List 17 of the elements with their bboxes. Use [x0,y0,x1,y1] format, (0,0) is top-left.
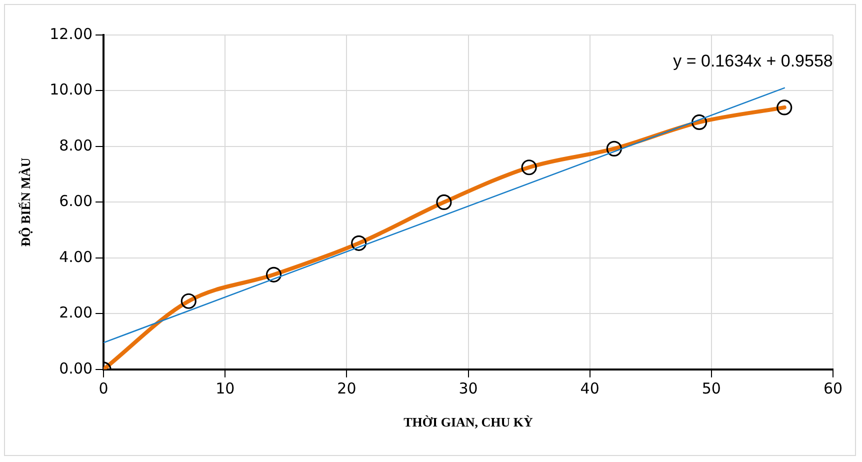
y-axis-title: ĐỘ BIẾN MÀU [18,157,34,247]
y-tick-label: 8.00 [59,136,93,154]
y-tick-label: 2.00 [59,304,93,322]
x-tick-label: 30 [458,379,478,398]
y-tick-label: 4.00 [59,248,93,266]
x-tick-label: 0 [98,379,108,398]
x-tick-label: 20 [337,379,356,398]
x-tick-label: 50 [702,379,721,398]
y-tick-label: 6.00 [59,192,93,210]
y-tick-label: 10.00 [50,80,93,99]
x-tick-label: 10 [216,379,235,398]
annotation: y = 0.1634x + 0.9558 [673,52,833,71]
x-tick-label: 60 [823,379,843,398]
y-tick-label: 0.00 [59,359,93,378]
x-axis-title: THỜI GIAN, CHU KỲ [404,414,534,430]
y-tick-label: 12.00 [50,24,93,43]
x-tick-label: 40 [580,379,600,398]
